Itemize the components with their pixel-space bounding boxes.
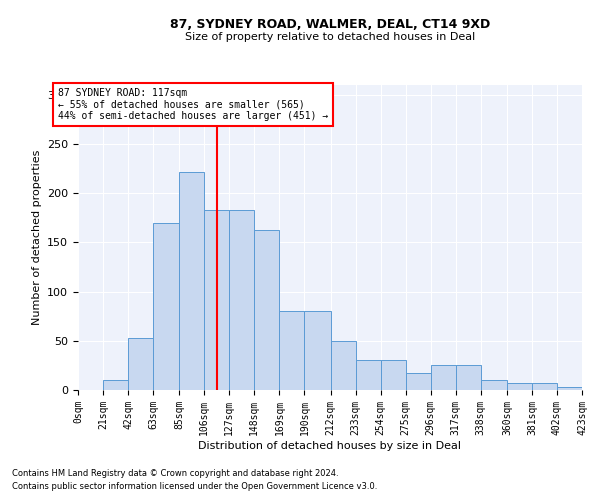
Bar <box>229 210 254 390</box>
Bar <box>380 360 406 390</box>
Text: Size of property relative to detached houses in Deal: Size of property relative to detached ho… <box>185 32 475 42</box>
Bar <box>532 383 557 390</box>
Bar <box>103 380 128 390</box>
Bar <box>280 312 304 390</box>
Bar <box>179 172 204 390</box>
Bar <box>356 360 380 390</box>
Y-axis label: Number of detached properties: Number of detached properties <box>32 150 41 325</box>
Text: 87, SYDNEY ROAD, WALMER, DEAL, CT14 9XD: 87, SYDNEY ROAD, WALMER, DEAL, CT14 9XD <box>170 18 490 30</box>
Bar <box>507 383 532 390</box>
Text: Contains HM Land Registry data © Crown copyright and database right 2024.: Contains HM Land Registry data © Crown c… <box>12 468 338 477</box>
Bar <box>456 366 481 390</box>
X-axis label: Distribution of detached houses by size in Deal: Distribution of detached houses by size … <box>199 440 461 450</box>
Bar <box>304 312 331 390</box>
Bar <box>254 230 280 390</box>
Bar <box>128 338 153 390</box>
Bar <box>153 222 179 390</box>
Bar <box>204 210 229 390</box>
Text: Contains public sector information licensed under the Open Government Licence v3: Contains public sector information licen… <box>12 482 377 491</box>
Bar <box>557 387 582 390</box>
Text: 87 SYDNEY ROAD: 117sqm
← 55% of detached houses are smaller (565)
44% of semi-de: 87 SYDNEY ROAD: 117sqm ← 55% of detached… <box>58 88 328 121</box>
Bar <box>431 366 456 390</box>
Bar <box>406 374 431 390</box>
Bar <box>331 341 356 390</box>
Bar <box>481 380 507 390</box>
